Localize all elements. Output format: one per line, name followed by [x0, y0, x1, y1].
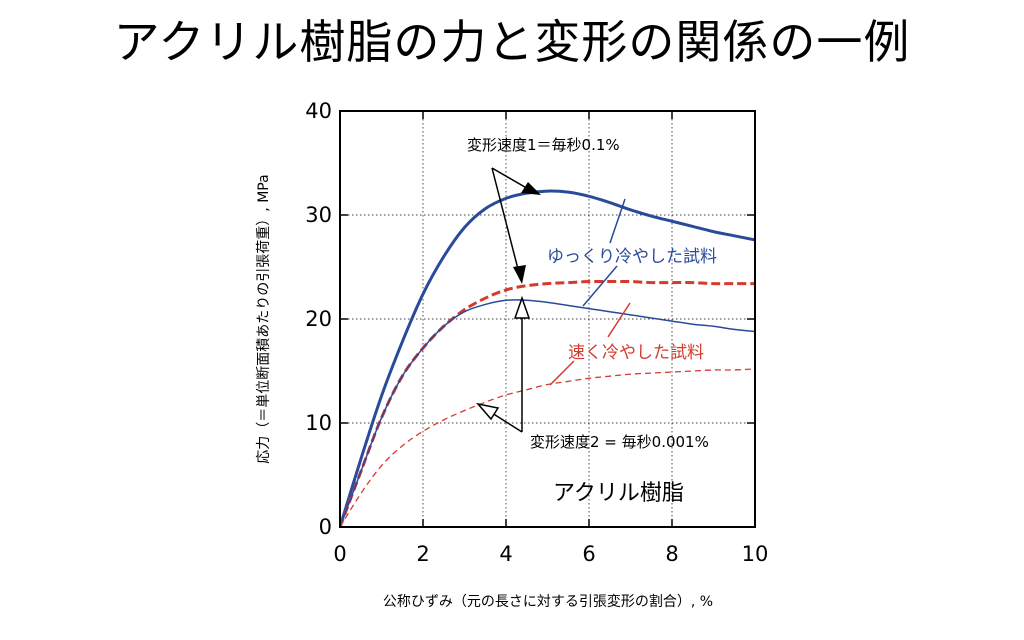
- arrow-line-rate1-blue: [491, 167, 531, 191]
- leader-red-upper: [607, 302, 631, 338]
- y-tick-label: 10: [305, 411, 332, 435]
- annotation-fast-cooled: 速く冷やした試料: [568, 343, 704, 363]
- annotation-arrows: [475, 167, 631, 433]
- page-title: アクリル樹脂の力と変形の関係の一例: [113, 15, 911, 69]
- series-line-4: [340, 368, 755, 527]
- y-axis-label: 応力（＝単位断面積あたりの引張荷重）, MPa: [256, 174, 272, 463]
- x-tick-label: 10: [742, 542, 769, 566]
- arrow-line-rate2-red: [491, 412, 523, 433]
- x-tick-label: 0: [333, 542, 346, 566]
- series-line-3: [340, 299, 755, 527]
- y-tick-label: 40: [305, 99, 332, 123]
- x-tick-label: 4: [499, 542, 512, 566]
- annotation-rate1: 変形速度1＝毎秒0.1%: [467, 136, 620, 154]
- arrowhead-rate1-blue: [521, 182, 541, 195]
- y-tick-label: 20: [305, 307, 332, 331]
- x-axis-label: 公称ひずみ（元の長さに対する引張変形の割合）, %: [383, 593, 713, 610]
- x-tick-label: 8: [665, 542, 678, 566]
- y-tick-label: 30: [305, 203, 332, 227]
- arrowhead-rate2-blue: [513, 295, 531, 319]
- ticks: 0 2 4 6 8 10 0 10 20 30 40: [305, 99, 768, 566]
- grid-lines: [340, 111, 755, 527]
- x-tick-label: 6: [582, 542, 595, 566]
- arrow-line-rate1-red: [491, 167, 520, 274]
- leader-blue-lower: [582, 265, 618, 307]
- annotation-rate2: 変形速度2 = 毎秒0.001%: [530, 433, 709, 451]
- series-line-2: [340, 279, 755, 527]
- x-tick-label: 2: [416, 542, 429, 566]
- arrowhead-rate1-red: [513, 265, 526, 284]
- arrowhead-rate2-red: [475, 402, 500, 421]
- annotation-slow-cooled: ゆっくり冷やした試料: [547, 247, 717, 267]
- series-line-1: [340, 189, 755, 527]
- annotation-material: アクリル樹脂: [553, 481, 684, 506]
- leader-red-lower: [549, 360, 575, 386]
- leader-blue-upper: [609, 198, 626, 244]
- curves: [340, 189, 755, 527]
- y-tick-label: 0: [319, 515, 332, 539]
